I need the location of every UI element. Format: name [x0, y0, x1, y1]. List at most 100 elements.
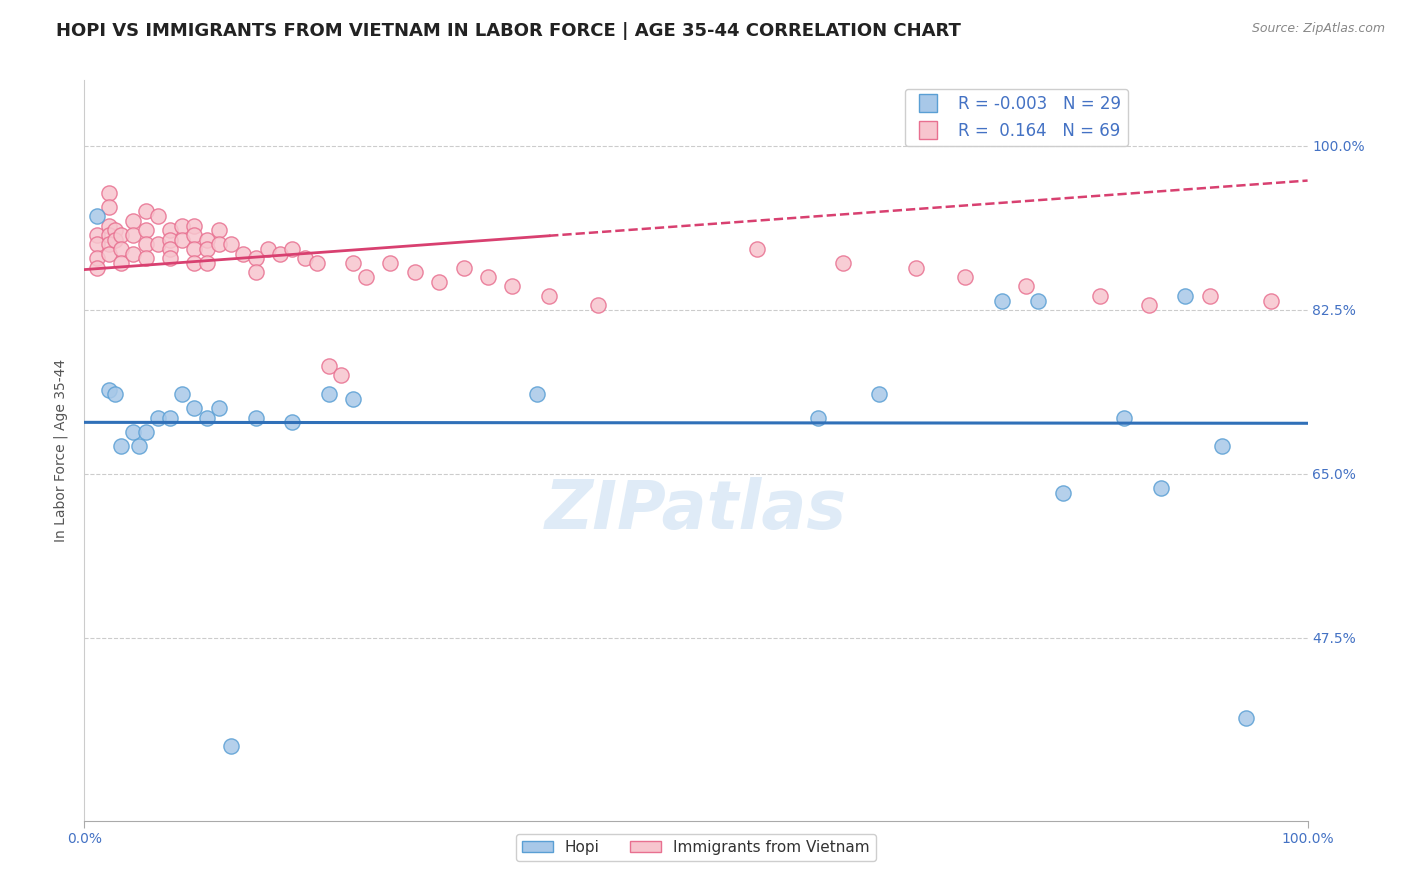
Point — [86, 237, 108, 252]
Point — [159, 233, 181, 247]
Point — [159, 252, 181, 266]
Point — [1150, 481, 1173, 495]
Point — [232, 246, 254, 260]
Point — [342, 256, 364, 270]
Y-axis label: In Labor Force | Age 35-44: In Labor Force | Age 35-44 — [53, 359, 69, 542]
Point — [110, 242, 132, 256]
Point — [195, 256, 218, 270]
Point — [110, 439, 132, 453]
Point — [128, 439, 150, 453]
Point — [318, 387, 340, 401]
Point — [538, 289, 561, 303]
Point — [281, 415, 304, 429]
Point — [281, 242, 304, 256]
Point — [257, 242, 280, 256]
Point — [342, 392, 364, 406]
Point — [86, 209, 108, 223]
Point — [122, 214, 145, 228]
Point — [1211, 439, 1233, 453]
Point — [195, 242, 218, 256]
Point — [122, 227, 145, 242]
Point — [245, 410, 267, 425]
Point — [869, 387, 891, 401]
Point — [97, 227, 120, 242]
Text: Source: ZipAtlas.com: Source: ZipAtlas.com — [1251, 22, 1385, 36]
Point — [905, 260, 928, 275]
Point — [294, 252, 316, 266]
Point — [526, 387, 548, 401]
Point — [97, 383, 120, 397]
Point — [195, 410, 218, 425]
Point — [1198, 289, 1220, 303]
Point — [159, 410, 181, 425]
Point — [208, 237, 231, 252]
Point — [135, 425, 157, 439]
Point — [208, 401, 231, 416]
Point — [183, 227, 205, 242]
Point — [122, 425, 145, 439]
Point — [747, 242, 769, 256]
Point — [269, 246, 291, 260]
Point — [183, 401, 205, 416]
Point — [1114, 410, 1136, 425]
Point — [1137, 298, 1160, 312]
Point — [1260, 293, 1282, 308]
Point — [1028, 293, 1050, 308]
Point — [172, 233, 194, 247]
Point — [135, 252, 157, 266]
Text: ZIPatlas: ZIPatlas — [546, 476, 846, 542]
Point — [146, 410, 169, 425]
Point — [1015, 279, 1038, 293]
Point — [586, 298, 609, 312]
Point — [427, 275, 450, 289]
Point — [1088, 289, 1111, 303]
Point — [991, 293, 1014, 308]
Point — [1052, 485, 1074, 500]
Point — [953, 270, 976, 285]
Point — [380, 256, 402, 270]
Point — [183, 256, 205, 270]
Point — [135, 223, 157, 237]
Point — [195, 233, 218, 247]
Point — [86, 227, 108, 242]
Point — [104, 233, 127, 247]
Legend: Hopi, Immigrants from Vietnam: Hopi, Immigrants from Vietnam — [516, 834, 876, 861]
Point — [1174, 289, 1197, 303]
Text: HOPI VS IMMIGRANTS FROM VIETNAM IN LABOR FORCE | AGE 35-44 CORRELATION CHART: HOPI VS IMMIGRANTS FROM VIETNAM IN LABOR… — [56, 22, 962, 40]
Point — [97, 200, 120, 214]
Point — [135, 237, 157, 252]
Point — [86, 252, 108, 266]
Point — [183, 219, 205, 233]
Point — [404, 265, 426, 279]
Point — [172, 387, 194, 401]
Point — [146, 209, 169, 223]
Point — [146, 237, 169, 252]
Point — [110, 227, 132, 242]
Point — [110, 256, 132, 270]
Point — [245, 265, 267, 279]
Point — [122, 246, 145, 260]
Point — [159, 242, 181, 256]
Point — [318, 359, 340, 373]
Point — [172, 219, 194, 233]
Point — [104, 223, 127, 237]
Point — [330, 368, 353, 383]
Point — [1236, 710, 1258, 724]
Point — [159, 223, 181, 237]
Point — [135, 204, 157, 219]
Point — [831, 256, 853, 270]
Point — [97, 237, 120, 252]
Point — [97, 219, 120, 233]
Point — [219, 739, 242, 753]
Point — [477, 270, 499, 285]
Point — [104, 387, 127, 401]
Point — [807, 410, 830, 425]
Point — [219, 237, 242, 252]
Point — [453, 260, 475, 275]
Point — [305, 256, 328, 270]
Point — [245, 252, 267, 266]
Point — [354, 270, 377, 285]
Point — [208, 223, 231, 237]
Point — [86, 260, 108, 275]
Point — [97, 186, 120, 200]
